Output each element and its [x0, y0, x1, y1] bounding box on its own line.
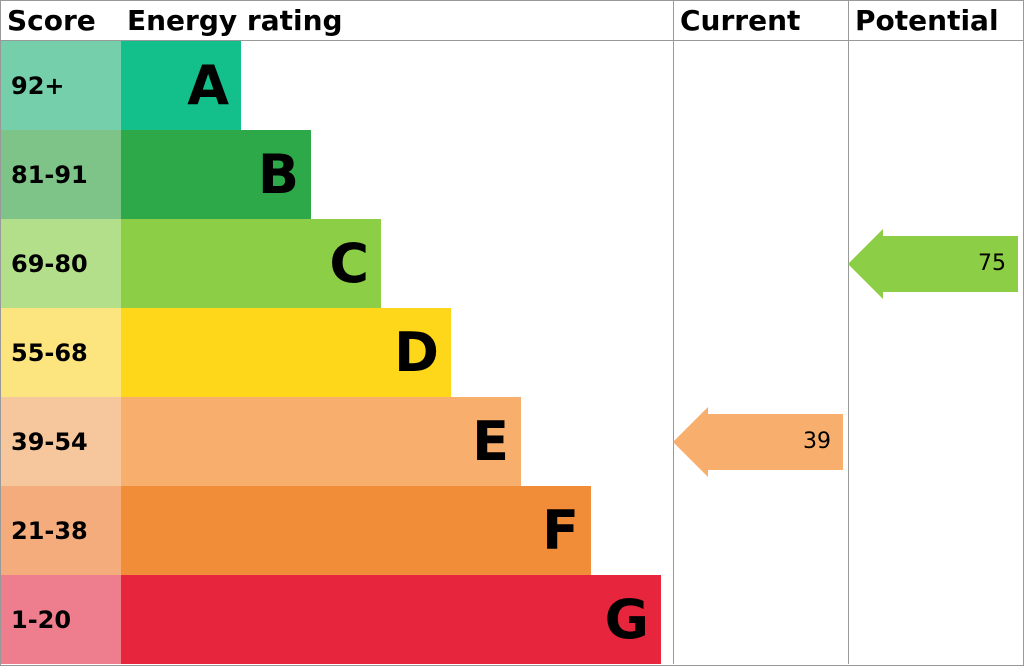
current-cell: [673, 486, 848, 575]
band-row-d: 55-68 D: [1, 308, 1023, 397]
rating-bar-g: G: [121, 575, 661, 664]
rating-letter: E: [472, 410, 509, 473]
score-label: 21-38: [1, 486, 121, 575]
bar-area: E: [121, 397, 673, 486]
score-label: 92+: [1, 41, 121, 130]
bar-area: B: [121, 130, 673, 219]
rating-bar-a: A: [121, 41, 241, 130]
bar-area: D: [121, 308, 673, 397]
potential-cell: [848, 308, 1023, 397]
header-score: Score: [1, 1, 121, 40]
bar-area: C: [121, 219, 673, 308]
header-rating: Energy rating: [121, 1, 673, 40]
score-label: 1-20: [1, 575, 121, 664]
bar-area: G: [121, 575, 673, 664]
arrow-head-icon: [673, 407, 708, 477]
bands-container: 92+ A 81-91 B 69-80 C 75 55-68 D 39-54 E 39 21-38 F 1-…: [1, 41, 1023, 664]
band-row-e: 39-54 E 39: [1, 397, 1023, 486]
band-row-g: 1-20 G: [1, 575, 1023, 664]
band-row-c: 69-80 C 75: [1, 219, 1023, 308]
band-row-f: 21-38 F: [1, 486, 1023, 575]
rating-letter: D: [394, 321, 439, 384]
header-row: Score Energy rating Current Potential: [1, 1, 1023, 41]
score-label: 39-54: [1, 397, 121, 486]
arrow-head-icon: [848, 229, 883, 299]
potential-cell: [848, 130, 1023, 219]
band-row-a: 92+ A: [1, 41, 1023, 130]
score-label: 81-91: [1, 130, 121, 219]
rating-bar-c: C: [121, 219, 381, 308]
rating-letter: G: [605, 588, 649, 651]
current-cell: 39: [673, 397, 848, 486]
potential-cell: 75: [848, 219, 1023, 308]
current-cell: [673, 575, 848, 664]
current-marker: 39: [673, 407, 843, 477]
potential-cell: [848, 41, 1023, 130]
potential-cell: [848, 397, 1023, 486]
potential-cell: [848, 486, 1023, 575]
score-label: 69-80: [1, 219, 121, 308]
header-current: Current: [673, 1, 848, 40]
rating-bar-d: D: [121, 308, 451, 397]
rating-letter: A: [187, 54, 229, 117]
current-cell: [673, 41, 848, 130]
rating-bar-e: E: [121, 397, 521, 486]
header-potential: Potential: [848, 1, 1023, 40]
bar-area: F: [121, 486, 673, 575]
rating-letter: F: [542, 499, 579, 562]
band-row-b: 81-91 B: [1, 130, 1023, 219]
potential-marker: 75: [848, 229, 1018, 299]
rating-bar-b: B: [121, 130, 311, 219]
current-value: 39: [708, 414, 843, 470]
current-cell: [673, 219, 848, 308]
rating-bar-f: F: [121, 486, 591, 575]
current-cell: [673, 308, 848, 397]
energy-rating-chart: Score Energy rating Current Potential 92…: [0, 0, 1024, 666]
rating-letter: C: [329, 232, 369, 295]
potential-cell: [848, 575, 1023, 664]
current-cell: [673, 130, 848, 219]
potential-value: 75: [883, 236, 1018, 292]
score-label: 55-68: [1, 308, 121, 397]
bar-area: A: [121, 41, 673, 130]
rating-letter: B: [258, 143, 299, 206]
